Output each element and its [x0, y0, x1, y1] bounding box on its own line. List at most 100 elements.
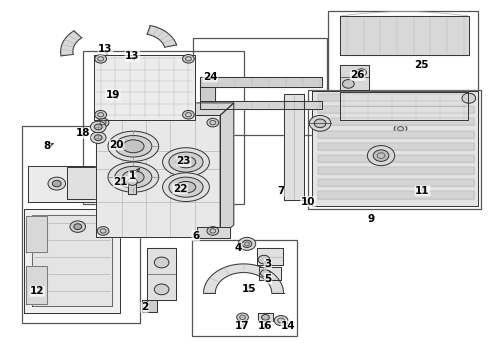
Circle shape: [94, 135, 102, 140]
Polygon shape: [28, 166, 98, 202]
Polygon shape: [317, 118, 473, 126]
Polygon shape: [94, 55, 194, 120]
Ellipse shape: [176, 181, 195, 193]
Ellipse shape: [162, 148, 209, 176]
Text: 2: 2: [141, 302, 148, 312]
Polygon shape: [199, 87, 215, 101]
Polygon shape: [220, 103, 233, 237]
Polygon shape: [96, 116, 220, 237]
Circle shape: [154, 257, 168, 268]
Polygon shape: [61, 31, 81, 56]
Polygon shape: [317, 179, 473, 186]
Polygon shape: [317, 143, 473, 150]
Text: 18: 18: [75, 129, 90, 138]
Text: 25: 25: [413, 60, 427, 70]
Text: 8: 8: [43, 141, 51, 151]
Circle shape: [242, 240, 251, 247]
Polygon shape: [317, 94, 473, 101]
Text: 15: 15: [242, 284, 256, 294]
Circle shape: [356, 69, 366, 76]
Bar: [21, 126, 140, 323]
Circle shape: [314, 119, 325, 128]
Polygon shape: [147, 26, 176, 47]
Text: 13: 13: [125, 51, 139, 61]
Ellipse shape: [162, 173, 209, 202]
Polygon shape: [317, 192, 473, 199]
Ellipse shape: [176, 156, 195, 168]
Polygon shape: [317, 106, 473, 113]
Text: 13: 13: [98, 44, 113, 54]
Circle shape: [70, 221, 85, 232]
Text: 20: 20: [109, 140, 124, 150]
Polygon shape: [26, 266, 47, 304]
Circle shape: [206, 226, 218, 235]
Polygon shape: [196, 227, 229, 238]
Circle shape: [260, 270, 270, 277]
Text: 22: 22: [173, 184, 187, 194]
Ellipse shape: [115, 135, 152, 157]
Ellipse shape: [122, 140, 144, 153]
Circle shape: [274, 316, 287, 325]
Bar: [82, 51, 244, 204]
Text: 21: 21: [113, 177, 128, 187]
Polygon shape: [32, 215, 112, 306]
Circle shape: [154, 284, 168, 295]
Text: 5: 5: [264, 274, 271, 284]
Ellipse shape: [168, 152, 203, 172]
Polygon shape: [96, 103, 233, 116]
Polygon shape: [339, 16, 468, 55]
Circle shape: [236, 313, 248, 321]
Text: 6: 6: [192, 231, 199, 240]
Polygon shape: [339, 65, 368, 90]
Circle shape: [97, 226, 109, 235]
Text: 14: 14: [281, 321, 295, 331]
Circle shape: [90, 121, 106, 133]
Circle shape: [238, 237, 255, 250]
Polygon shape: [317, 131, 473, 138]
Circle shape: [74, 224, 81, 229]
Ellipse shape: [115, 166, 152, 188]
Polygon shape: [142, 300, 157, 312]
Circle shape: [366, 145, 394, 166]
Ellipse shape: [108, 131, 158, 161]
Bar: [192, 240, 297, 336]
Polygon shape: [203, 264, 283, 293]
Circle shape: [90, 132, 106, 143]
Circle shape: [309, 116, 330, 131]
Bar: [307, 90, 480, 209]
Bar: [193, 39, 327, 135]
Polygon shape: [24, 209, 120, 313]
Circle shape: [97, 118, 109, 127]
Text: 16: 16: [258, 321, 272, 331]
Polygon shape: [259, 267, 281, 280]
Text: 12: 12: [30, 286, 44, 296]
Circle shape: [182, 54, 194, 63]
Polygon shape: [317, 155, 473, 162]
Text: 17: 17: [235, 321, 249, 331]
Circle shape: [52, 180, 61, 187]
Polygon shape: [66, 167, 113, 199]
Circle shape: [95, 54, 106, 63]
Polygon shape: [199, 77, 321, 87]
Circle shape: [127, 178, 137, 185]
Polygon shape: [311, 91, 477, 206]
Ellipse shape: [168, 177, 203, 197]
Text: 7: 7: [276, 186, 284, 197]
Text: 9: 9: [367, 215, 374, 224]
Text: 26: 26: [350, 70, 364, 80]
Circle shape: [94, 124, 102, 130]
Circle shape: [461, 93, 475, 103]
Polygon shape: [128, 184, 136, 194]
Polygon shape: [199, 101, 321, 109]
Text: 19: 19: [105, 90, 120, 100]
Polygon shape: [258, 314, 272, 321]
Text: 23: 23: [176, 156, 190, 166]
Text: 24: 24: [203, 72, 217, 82]
Circle shape: [95, 111, 106, 119]
Polygon shape: [147, 248, 176, 300]
Bar: [328, 11, 477, 123]
Circle shape: [206, 118, 218, 127]
Circle shape: [182, 111, 194, 119]
Polygon shape: [256, 248, 282, 265]
Text: 11: 11: [414, 186, 429, 196]
